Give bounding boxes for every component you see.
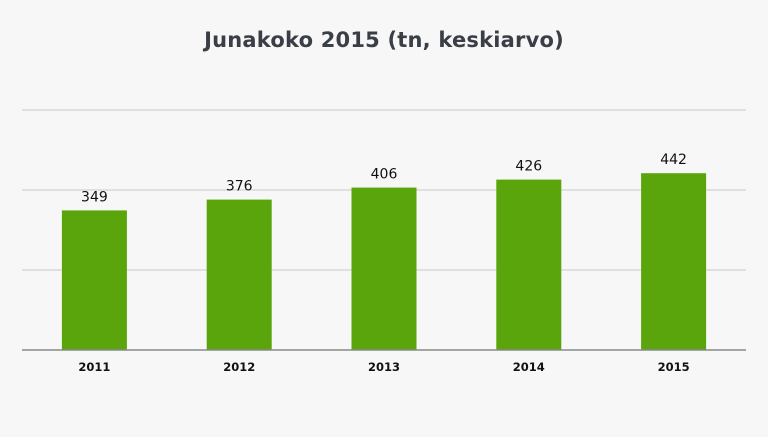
bar-2014 (496, 179, 562, 350)
x-tick-2014: 2014 (513, 360, 545, 374)
bar-2015 (641, 173, 707, 350)
x-tick-2012: 2012 (223, 360, 255, 374)
x-tick-2011: 2011 (78, 360, 110, 374)
chart-title: Junakoko 2015 (tn, keskiarvo) (204, 28, 564, 52)
x-tick-2015: 2015 (658, 360, 690, 374)
data-label-2012: 376 (226, 179, 253, 195)
x-tick-2013: 2013 (368, 360, 400, 374)
data-label-2014: 426 (515, 159, 542, 175)
x-tick-labels: 2011 2012 2013 2014 2015 (78, 360, 689, 374)
bars (61, 173, 707, 350)
bar-2012 (206, 199, 272, 350)
data-labels: 349 376 406 426 442 (81, 152, 687, 205)
bar-2013 (351, 187, 417, 350)
bar-2011 (61, 210, 127, 350)
data-label-2015: 442 (660, 152, 687, 168)
data-label-2013: 406 (371, 167, 398, 183)
data-label-2011: 349 (81, 189, 108, 205)
